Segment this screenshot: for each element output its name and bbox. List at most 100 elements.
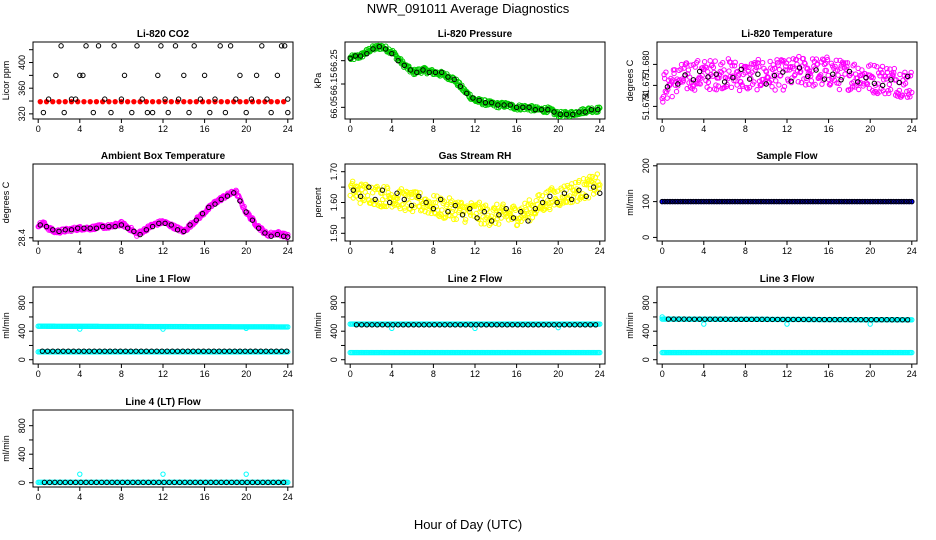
- data-point: [818, 198, 824, 205]
- y-tick-label: 400: [17, 324, 27, 339]
- data-point: [700, 64, 706, 71]
- data-point: [507, 102, 514, 108]
- y-axis-label: ml/min: [313, 312, 323, 339]
- data-point: [144, 109, 151, 116]
- y-tick-label: 1.50: [329, 225, 339, 243]
- data-point: [799, 198, 806, 205]
- x-tick-label: 8: [743, 369, 748, 379]
- data-point: [381, 203, 388, 210]
- data-point: [909, 349, 915, 356]
- data-point: [569, 196, 575, 203]
- data-point: [857, 79, 864, 86]
- x-tick-label: 4: [77, 369, 82, 379]
- data-point: [45, 96, 52, 102]
- data-point: [763, 69, 770, 75]
- data-point: [162, 96, 168, 102]
- y-axis-label: ml/min: [625, 312, 635, 339]
- data-point: [81, 225, 87, 231]
- data-point: [667, 198, 673, 205]
- data-point: [896, 87, 903, 94]
- data-point: [191, 43, 197, 49]
- data-point: [569, 199, 576, 205]
- data-point: [366, 184, 372, 190]
- data-point: [714, 198, 720, 205]
- data-point: [154, 348, 160, 354]
- data-point: [719, 198, 725, 205]
- data-point: [770, 62, 776, 68]
- data-point: [81, 348, 87, 354]
- data-point: [395, 322, 401, 328]
- data-point: [883, 198, 889, 205]
- data-point: [467, 212, 474, 218]
- data-point: [563, 111, 570, 118]
- data-point: [285, 96, 291, 102]
- data-point: [224, 98, 231, 105]
- data-point: [520, 322, 526, 328]
- data-point: [729, 63, 735, 69]
- data-point: [786, 198, 793, 205]
- data-point: [90, 109, 97, 116]
- data-point: [483, 322, 490, 328]
- data-point: [468, 322, 474, 328]
- data-point: [227, 43, 234, 49]
- data-point: [856, 86, 862, 93]
- data-point: [87, 225, 93, 231]
- data-point: [258, 348, 264, 354]
- data-point: [727, 198, 733, 205]
- data-point: [576, 177, 582, 184]
- data-point: [813, 56, 820, 62]
- data-point: [50, 98, 56, 105]
- data-point: [357, 53, 364, 59]
- data-point: [587, 322, 594, 328]
- data-point: [680, 198, 686, 205]
- data-point: [737, 198, 743, 205]
- x-tick-label: 16: [824, 124, 834, 134]
- data-point: [459, 212, 466, 218]
- data-point: [155, 72, 161, 79]
- data-point: [838, 198, 845, 205]
- data-point: [566, 322, 573, 328]
- data-point: [889, 317, 895, 323]
- data-point: [233, 96, 239, 102]
- data-point: [199, 211, 206, 217]
- data-point: [46, 479, 53, 486]
- data-point: [478, 221, 484, 227]
- data-point: [364, 322, 370, 328]
- data-point: [597, 182, 603, 188]
- panel-line2-flow: Line 2 Flow ml/min 0 4 8 12 16 20 24 0 400 800: [313, 274, 606, 379]
- data-point: [556, 322, 562, 328]
- data-point: [756, 64, 762, 70]
- data-point: [243, 471, 249, 477]
- data-point: [379, 322, 386, 328]
- data-point: [839, 59, 846, 65]
- data-point: [805, 73, 811, 80]
- data-point: [846, 198, 853, 205]
- data-point: [197, 96, 204, 102]
- data-point: [837, 65, 844, 71]
- data-point: [781, 83, 788, 90]
- data-point: [143, 348, 150, 354]
- plot-points: [347, 171, 603, 229]
- data-point: [844, 60, 851, 66]
- data-point: [738, 79, 744, 85]
- data-point: [904, 94, 911, 100]
- data-point: [158, 43, 164, 49]
- data-point: [857, 198, 863, 205]
- data-point: [798, 79, 805, 86]
- data-point: [871, 80, 878, 87]
- data-point: [738, 316, 744, 322]
- data-point: [546, 322, 552, 328]
- data-point: [280, 98, 287, 105]
- data-point: [268, 98, 274, 105]
- data-point: [728, 316, 734, 322]
- data-point: [730, 75, 736, 81]
- data-point: [870, 75, 876, 81]
- data-point: [659, 314, 665, 320]
- y-tick-label: 800: [17, 295, 27, 310]
- x-tick-label: 20: [553, 124, 563, 134]
- data-point: [532, 205, 539, 212]
- data-point: [844, 198, 850, 205]
- data-point: [851, 61, 858, 67]
- data-point: [835, 72, 841, 78]
- data-point: [695, 198, 702, 205]
